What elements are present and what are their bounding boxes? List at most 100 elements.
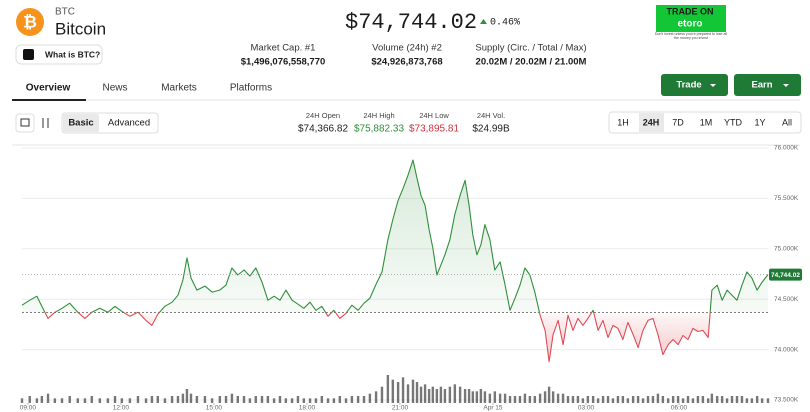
volume-bar [314,398,318,403]
volume-bar [538,393,542,403]
volume-bar [203,396,207,403]
volume-bar [503,393,507,403]
volume-bar [181,393,185,403]
x-tick-label: 15:00 [206,405,223,412]
compare-icon[interactable] [37,114,55,132]
volume-bar [760,398,764,403]
volume-bar [586,396,590,403]
volume-bar [471,391,475,403]
volume-bar [176,396,180,403]
button-label[interactable]: Earn [751,80,772,91]
volume-bar [76,398,80,403]
day-stat-value: $24.99B [472,124,510,135]
volume-bar [725,398,729,403]
volume-bar [242,396,246,403]
tab[interactable]: Overview [26,83,71,94]
volume-bar [406,384,410,403]
volume-bar [513,396,517,403]
volume-bar [691,398,695,403]
ad-banner[interactable] [656,5,726,32]
volume-bar [508,396,512,403]
volume-bar [626,398,630,403]
stat-label: Supply (Circ. / Total / Max) [475,43,586,54]
volume-bar [443,389,447,403]
volume-bar [671,396,675,403]
y-tick-label: 76.000K [774,145,799,152]
day-stat-value: $73,895.81 [409,124,459,135]
volume-bar [224,396,228,403]
volume-bar [601,396,605,403]
price-chart: 73.500K 74.000K 74.500K 75.000K 75.500K 76.00… [20,145,802,412]
button-label[interactable]: What is BTC? [45,49,100,59]
volume-bar [616,396,620,403]
volume-bar [156,396,160,403]
button-label[interactable]: Trade [676,80,701,91]
action-button[interactable]: Earn [734,74,801,96]
volume-bar [401,377,405,403]
volume-bar [681,398,685,403]
chart-type-icon[interactable] [15,113,35,133]
volume-bar [185,389,189,403]
price-area [22,160,768,362]
range-option[interactable]: YTD [724,117,743,127]
volume-bar [266,396,270,403]
range-option[interactable]: 1M [700,117,713,127]
volume-bar [488,393,492,403]
volume-bar [423,384,427,403]
volume-bar [28,396,31,403]
volume-bar [467,389,471,403]
volume-bar [523,393,527,403]
y-tick-label: 75.000K [774,246,799,253]
price-line [21,159,769,363]
volume-bar [561,393,565,403]
button-frame [734,74,801,96]
y-tick-label: 74.000K [774,346,799,353]
range-option[interactable]: 1H [617,117,629,127]
volume-bar [740,396,744,403]
volume-bar [210,398,214,403]
action-button[interactable]: Trade [661,74,728,96]
tab[interactable]: Platforms [230,83,272,94]
coin-icon [16,8,44,36]
volume-bar [543,391,547,403]
volume-bar [302,398,306,403]
ad-title: TRADE ON [667,6,714,16]
view-mode[interactable]: Basic [68,118,93,129]
up-arrow [480,19,487,24]
price: $74,744.02 [345,10,477,35]
volume-bar [113,396,117,403]
volume-bar [475,391,479,403]
volume-bar [571,396,575,403]
volume-bar [46,393,50,403]
volume-bar [380,386,384,403]
range-option[interactable]: 7D [672,117,684,127]
view-mode[interactable]: Advanced [108,118,150,129]
volume-bar [547,386,551,403]
tab[interactable]: Markets [161,83,197,94]
volume-bar [374,391,378,403]
x-tick-label: 09:00 [20,405,37,412]
x-tick-label: 03:00 [578,405,595,412]
stat-label: Market Cap. #1 [251,43,316,54]
range-option[interactable]: 24H [643,117,660,127]
volume-bar [35,398,39,403]
range-option[interactable]: 1Y [754,117,765,127]
volume-bar [296,396,300,403]
volume-bar [448,386,452,403]
volume-bar [128,398,132,403]
day-stat-label: 24H Open [306,111,340,120]
what-is-button[interactable]: What is BTC? [15,44,103,65]
volume-bar [636,396,640,403]
icon-glyph [20,118,30,127]
volume-bar [391,379,395,403]
volume-bar [368,393,372,403]
volume-bar [720,396,724,403]
tab[interactable]: News [102,83,127,94]
button-icon [23,49,34,60]
range-option[interactable]: All [782,117,792,127]
range-active [639,113,664,132]
volume-bar [308,398,312,403]
volume-bar [362,396,366,403]
x-tick-label: 12:00 [113,405,130,412]
